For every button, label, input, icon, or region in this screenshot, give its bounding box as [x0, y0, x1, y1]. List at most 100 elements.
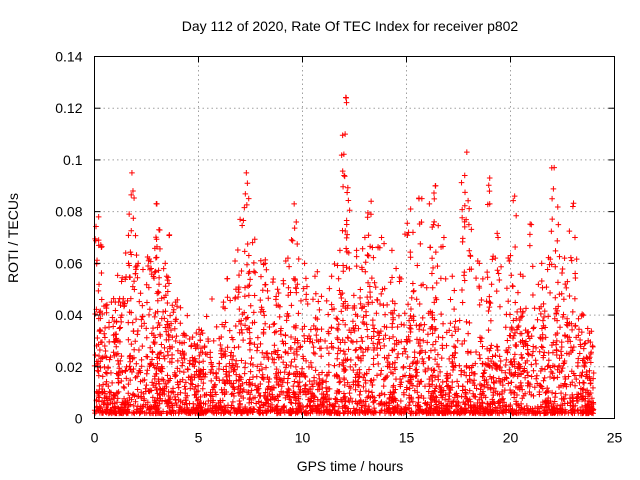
- data-point: [210, 338, 217, 344]
- data-point: [341, 172, 347, 179]
- data-point: [382, 376, 388, 382]
- data-point: [452, 318, 459, 325]
- data-point: [422, 400, 428, 407]
- y-tick-label: 0.02: [55, 359, 82, 375]
- data-point: [459, 235, 466, 242]
- data-point: [551, 398, 558, 405]
- data-point: [137, 290, 144, 297]
- data-point: [115, 350, 121, 357]
- data-point: [147, 403, 153, 410]
- data-point: [515, 324, 521, 331]
- data-point: [569, 409, 575, 415]
- data-point: [293, 364, 299, 370]
- data-point: [184, 392, 191, 399]
- data-point: [336, 361, 343, 368]
- data-point: [96, 372, 102, 379]
- data-point: [416, 301, 423, 307]
- data-point: [95, 237, 102, 243]
- data-point: [397, 376, 403, 382]
- data-point: [263, 364, 269, 371]
- data-point: [403, 336, 410, 343]
- data-point: [492, 404, 499, 411]
- data-point: [370, 254, 377, 261]
- data-point: [200, 370, 207, 377]
- data-point: [342, 351, 348, 357]
- data-point: [498, 367, 505, 374]
- data-point: [452, 344, 459, 351]
- data-point: [117, 358, 124, 364]
- data-point: [240, 337, 246, 343]
- data-point: [264, 386, 271, 393]
- data-point: [497, 380, 503, 386]
- data-point: [357, 301, 364, 307]
- data-point: [386, 352, 392, 359]
- data-point: [459, 214, 465, 221]
- data-point: [339, 290, 346, 296]
- data-point: [315, 298, 322, 305]
- data-point: [391, 389, 397, 396]
- data-point: [394, 354, 400, 361]
- data-point: [401, 345, 408, 352]
- data-point: [554, 238, 561, 244]
- data-point: [97, 347, 103, 353]
- data-point: [262, 407, 269, 414]
- data-point: [404, 384, 410, 391]
- data-point: [207, 392, 214, 399]
- data-point: [486, 293, 493, 300]
- data-point: [102, 343, 108, 349]
- data-point: [417, 241, 424, 247]
- data-point: [518, 351, 525, 358]
- data-point: [552, 294, 559, 301]
- data-point: [492, 352, 499, 359]
- data-point: [130, 283, 136, 290]
- data-point: [491, 380, 497, 386]
- data-point: [217, 342, 224, 348]
- data-point: [561, 255, 568, 261]
- data-point: [426, 376, 433, 382]
- data-point: [549, 216, 556, 222]
- data-point: [374, 341, 381, 347]
- data-point: [96, 383, 103, 389]
- data-point: [283, 317, 290, 324]
- data-point: [288, 344, 294, 351]
- data-point: [456, 363, 463, 369]
- data-point: [410, 280, 416, 287]
- data-point: [432, 338, 439, 345]
- data-point: [549, 342, 555, 348]
- data-point: [419, 356, 426, 362]
- data-point: [431, 196, 438, 202]
- data-point: [335, 321, 342, 328]
- data-point: [102, 400, 108, 406]
- data-point: [116, 295, 123, 302]
- data-point: [258, 273, 264, 280]
- data-point: [286, 263, 292, 270]
- data-point: [308, 326, 314, 333]
- data-point: [418, 321, 424, 328]
- data-point: [122, 276, 129, 283]
- data-point: [365, 279, 371, 286]
- data-point: [138, 405, 144, 412]
- data-point: [167, 359, 173, 365]
- data-point: [473, 385, 480, 392]
- data-point: [155, 320, 162, 326]
- data-point: [570, 309, 576, 315]
- data-point: [262, 257, 269, 263]
- data-point: [579, 329, 585, 335]
- data-point: [169, 334, 176, 341]
- data-point: [412, 367, 419, 373]
- data-point: [519, 355, 525, 362]
- data-point: [503, 347, 509, 354]
- data-point: [435, 222, 442, 229]
- data-point: [352, 311, 359, 318]
- data-point: [114, 399, 120, 406]
- data-point: [402, 231, 408, 237]
- data-point: [459, 287, 465, 293]
- data-point: [537, 334, 543, 341]
- data-point: [413, 322, 420, 329]
- data-point: [503, 357, 510, 363]
- data-point: [166, 323, 173, 329]
- data-point: [376, 392, 383, 399]
- data-point: [443, 407, 450, 413]
- data-point: [442, 396, 448, 403]
- data-point: [406, 317, 412, 324]
